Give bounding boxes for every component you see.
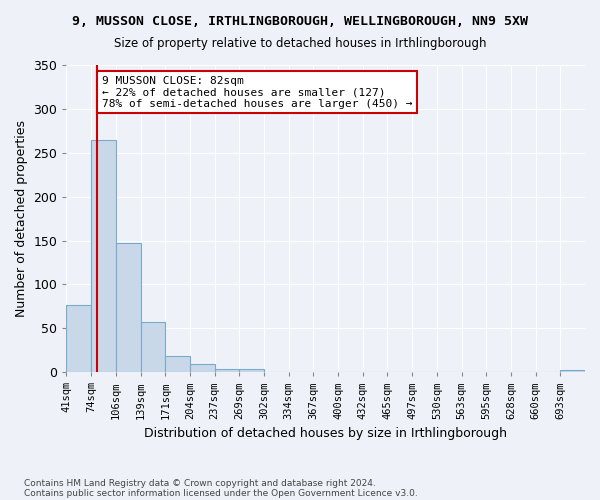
Bar <box>91 140 116 372</box>
Bar <box>116 243 140 372</box>
Bar <box>140 322 165 372</box>
Bar <box>190 364 215 372</box>
Text: 9, MUSSON CLOSE, IRTHLINGBOROUGH, WELLINGBOROUGH, NN9 5XW: 9, MUSSON CLOSE, IRTHLINGBOROUGH, WELLIN… <box>72 15 528 28</box>
Bar <box>67 304 91 372</box>
Y-axis label: Number of detached properties: Number of detached properties <box>15 120 28 317</box>
Bar <box>165 356 190 372</box>
Text: Contains public sector information licensed under the Open Government Licence v3: Contains public sector information licen… <box>24 488 418 498</box>
Text: Contains HM Land Registry data © Crown copyright and database right 2024.: Contains HM Land Registry data © Crown c… <box>24 478 376 488</box>
X-axis label: Distribution of detached houses by size in Irthlingborough: Distribution of detached houses by size … <box>144 427 507 440</box>
Bar <box>560 370 585 372</box>
Text: Size of property relative to detached houses in Irthlingborough: Size of property relative to detached ho… <box>114 38 486 51</box>
Bar <box>215 368 239 372</box>
Bar <box>239 368 264 372</box>
Text: 9 MUSSON CLOSE: 82sqm
← 22% of detached houses are smaller (127)
78% of semi-det: 9 MUSSON CLOSE: 82sqm ← 22% of detached … <box>101 76 412 108</box>
